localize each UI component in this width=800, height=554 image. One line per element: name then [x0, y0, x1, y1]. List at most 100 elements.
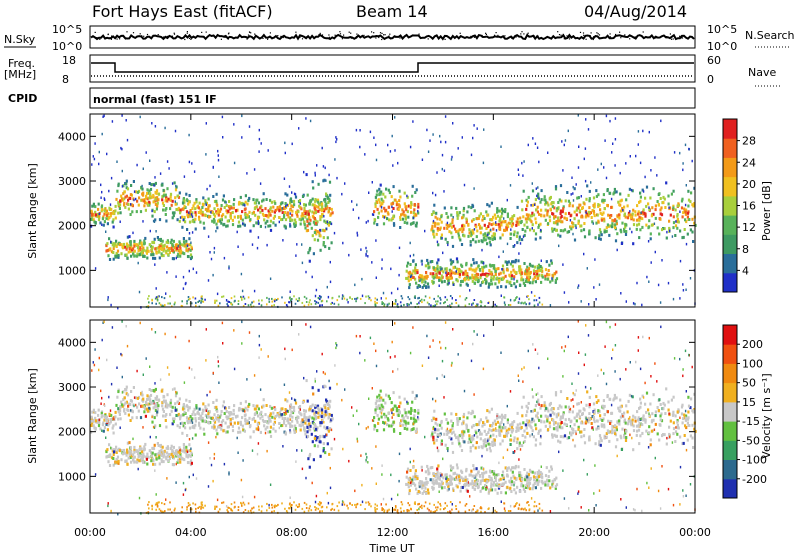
power-cell: [284, 218, 288, 222]
nsearch-point: [356, 33, 358, 35]
nsearch-point: [363, 34, 365, 36]
power-cell: [520, 271, 524, 275]
power-noise-cell: [175, 275, 177, 278]
velocity-cell: [463, 484, 467, 488]
power-noise-cell: [336, 176, 338, 180]
power-noise-cell: [373, 136, 375, 139]
power-cell: [252, 210, 255, 214]
velocity-cell: [261, 414, 264, 418]
power-noise-cell: [445, 271, 447, 274]
velocity-cell: [149, 450, 153, 454]
power-cell: [194, 213, 197, 217]
power-cell: [487, 236, 490, 240]
power-cell: [449, 258, 452, 262]
velocity-cell: [211, 425, 214, 429]
power-noise-cell: [540, 228, 542, 232]
power-cell: [519, 284, 522, 287]
power-cell: [496, 276, 499, 280]
power-cell: [454, 271, 458, 275]
velocity-cell: [117, 417, 120, 421]
power-noise-cell: [110, 240, 112, 244]
velocity-cell: [127, 413, 130, 417]
velocity-cell: [115, 451, 118, 454]
power-cell: [505, 226, 508, 230]
velocity-cell: [146, 394, 149, 398]
velocity-cell: [233, 404, 236, 408]
velocity-cell: [491, 470, 494, 473]
velocity-cell: [263, 424, 266, 428]
power-cell: [457, 213, 460, 217]
power-noise-cell: [94, 142, 96, 145]
power-ground-cell: [437, 295, 439, 298]
nsearch-point: [104, 38, 106, 40]
power-cell: [319, 215, 322, 219]
power-ground-cell: [190, 302, 193, 305]
power-cell: [189, 243, 192, 247]
power-cell: [373, 221, 376, 225]
velocity-cell: [299, 424, 303, 428]
power-cell: [660, 213, 664, 217]
power-ground-cell: [187, 298, 190, 301]
power-cell: [255, 205, 258, 209]
power-cell: [676, 220, 679, 224]
nsearch-point: [390, 38, 392, 40]
power-cell: [488, 204, 491, 208]
power-cell: [512, 260, 515, 264]
power-cell: [440, 274, 443, 278]
power-cell: [551, 201, 554, 205]
velocity-cell: [241, 424, 244, 428]
power-cell: [322, 236, 325, 240]
power-cell: [501, 233, 504, 237]
velocity-cell: [274, 414, 277, 418]
velocity-cell: [385, 393, 388, 397]
power-cell: [301, 212, 304, 216]
velocity-cell: [269, 425, 272, 429]
power-cell: [576, 196, 579, 200]
nsearch-point: [172, 37, 174, 39]
velocity-cell: [392, 428, 396, 432]
power-noise-cell: [487, 233, 489, 236]
power-cell: [623, 229, 626, 233]
power-noise-cell: [139, 115, 141, 119]
power-ground-cell: [416, 303, 418, 305]
power-ground-cell: [374, 297, 377, 300]
velocity-cell: [182, 449, 185, 453]
power-cell: [591, 220, 594, 224]
power-cell: [438, 271, 441, 275]
velocity-cell: [326, 400, 329, 404]
power-cell: [490, 270, 493, 274]
power-cell: [586, 184, 589, 188]
power-noise-cell: [659, 301, 662, 304]
velocity-cell: [143, 410, 146, 414]
power-cell: [503, 228, 506, 232]
power-cell: [603, 228, 606, 232]
velocity-cell: [136, 452, 140, 456]
power-cell: [687, 189, 690, 193]
power-noise-cell: [469, 289, 471, 292]
power-ground-cell: [451, 302, 453, 305]
velocity-cell: [449, 483, 452, 486]
power-cell: [112, 257, 115, 261]
power-noise-cell: [600, 162, 602, 166]
velocity-cell: [466, 478, 469, 482]
power-cell: [247, 198, 250, 202]
power-cell: [554, 228, 558, 232]
power-cell: [485, 264, 488, 268]
power-cell: [579, 203, 582, 207]
power-noise-cell: [547, 151, 549, 154]
velocity-cell: [493, 470, 496, 474]
power-cell: [486, 242, 489, 246]
velocity-cell: [148, 388, 151, 391]
velocity-cell: [256, 427, 259, 431]
velocity-cell: [305, 418, 308, 422]
velocity-cell: [515, 440, 519, 444]
velocity-cell: [526, 477, 529, 481]
power-ground-cell: [401, 297, 404, 300]
power-cell: [610, 214, 613, 217]
velocity-cell: [166, 393, 169, 397]
power-cell: [490, 272, 493, 276]
velocity-cell: [387, 394, 390, 398]
power-noise-cell: [397, 287, 399, 291]
velocity-cell: [373, 427, 376, 431]
power-ground-cell: [528, 298, 530, 301]
